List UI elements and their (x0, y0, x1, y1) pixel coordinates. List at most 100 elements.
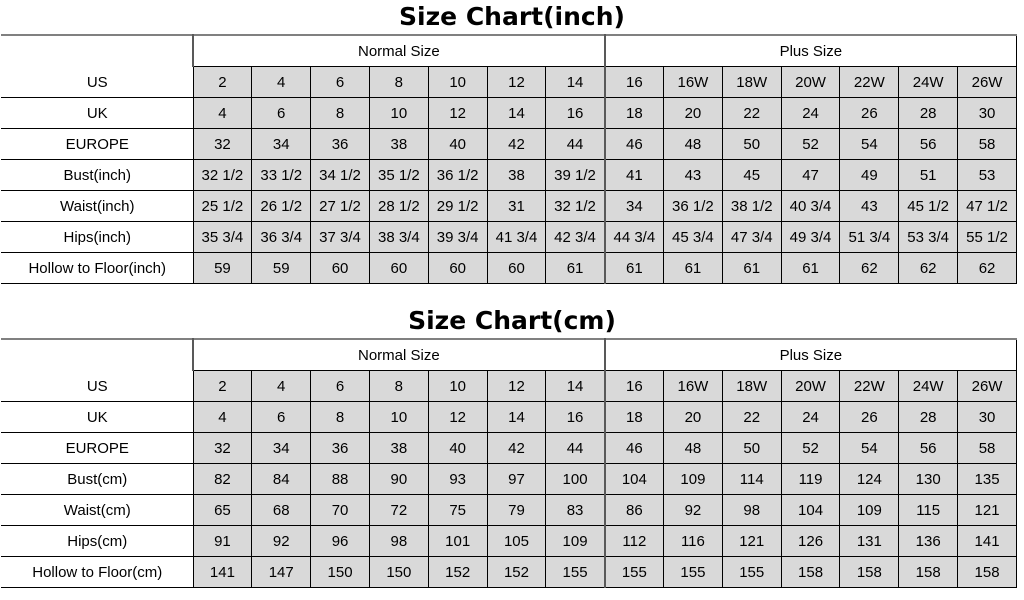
data-cell: 30 (957, 401, 1017, 433)
data-cell: 22W (839, 370, 900, 402)
table-row: UK 4 6 8 10 12 14 16 18 20 22 24 26 28 30 (1, 97, 1017, 129)
data-cell: 147 (251, 556, 312, 588)
data-cell: 24 (780, 401, 841, 433)
data-cell: 92 (251, 525, 312, 557)
data-cell: 115 (898, 494, 959, 526)
data-cell: 18W (721, 66, 782, 98)
data-cell: 10 (368, 401, 429, 433)
data-cell: 55 1/2 (957, 221, 1017, 253)
data-cell: 42 3/4 (545, 221, 606, 253)
row-label: UK (1, 401, 194, 433)
data-cell: 28 (898, 97, 959, 129)
data-cell: 40 3/4 (780, 190, 841, 222)
row-label: US (1, 66, 194, 98)
data-cell: 40 (427, 128, 488, 160)
data-cell: 130 (898, 463, 959, 495)
size-chart-cm-body: Normal Size Plus Size US 2 4 6 8 10 12 14 16 16W 18W… (1, 339, 1017, 588)
data-cell: 4 (251, 370, 312, 402)
data-cell: 47 (780, 159, 841, 191)
data-cell: 141 (957, 525, 1017, 557)
data-cell: 18 (603, 401, 664, 433)
data-cell: 37 3/4 (310, 221, 370, 253)
data-cell: 34 (251, 128, 312, 160)
data-cell: 12 (427, 401, 488, 433)
data-cell: 43 (839, 190, 900, 222)
data-cell: 39 3/4 (427, 221, 488, 253)
data-cell: 44 (545, 128, 606, 160)
table-row: Hollow to Floor(inch) 59 59 60 60 60 60 61 61 61 6… (1, 252, 1017, 284)
data-cell: 112 (603, 525, 664, 557)
data-cell: 25 1/2 (192, 190, 253, 222)
data-cell: 158 (839, 556, 900, 588)
data-cell: 97 (486, 463, 547, 495)
data-cell: 109 (839, 494, 900, 526)
data-cell: 61 (780, 252, 841, 284)
data-cell: 32 1/2 (545, 190, 606, 222)
data-cell: 155 (663, 556, 723, 588)
data-cell: 29 1/2 (427, 190, 488, 222)
data-cell: 20 (663, 97, 723, 129)
data-cell: 48 (663, 432, 723, 464)
data-cell: 8 (368, 370, 429, 402)
data-cell: 35 1/2 (368, 159, 429, 191)
data-cell: 53 (957, 159, 1017, 191)
table-row: Waist(inch) 25 1/2 26 1/2 27 1/2 28 1/2 29 1/… (1, 190, 1017, 222)
table-row: Hollow to Floor(cm) 141 147 150 150 152 152 155… (1, 556, 1017, 588)
data-cell: 109 (663, 463, 723, 495)
size-chart-cm-block: Size Chart(cm) Normal Size Plus Size US 2 4 6… (0, 302, 1024, 588)
data-cell: 20W (780, 370, 841, 402)
data-cell: 6 (310, 370, 370, 402)
row-label: Hips(cm) (1, 525, 194, 557)
data-cell: 86 (603, 494, 664, 526)
data-cell: 32 (192, 432, 253, 464)
data-cell: 50 (721, 432, 782, 464)
data-cell: 16 (603, 66, 664, 98)
data-cell: 49 (839, 159, 900, 191)
data-cell: 60 (427, 252, 488, 284)
data-cell: 34 (603, 190, 664, 222)
data-cell: 59 (251, 252, 312, 284)
data-cell: 36 3/4 (251, 221, 312, 253)
data-cell: 16W (663, 370, 723, 402)
data-cell: 45 1/2 (898, 190, 959, 222)
table-row: Bust(cm) 82 84 88 90 93 97 100 104 109 114 119 124 13… (1, 463, 1017, 495)
data-cell: 70 (310, 494, 370, 526)
group-header-normal-size: Normal Size (192, 339, 606, 371)
data-cell: 34 1/2 (310, 159, 370, 191)
row-label: Hips(inch) (1, 221, 194, 253)
data-cell: 40 (427, 432, 488, 464)
data-cell: 24 (780, 97, 841, 129)
group-header-row: Normal Size Plus Size (1, 339, 1017, 371)
data-cell: 119 (780, 463, 841, 495)
data-cell: 72 (368, 494, 429, 526)
data-cell: 104 (780, 494, 841, 526)
data-cell: 44 (545, 432, 606, 464)
data-cell: 49 3/4 (780, 221, 841, 253)
data-cell: 56 (898, 128, 959, 160)
data-cell: 38 (486, 159, 547, 191)
data-cell: 26W (957, 66, 1017, 98)
size-chart-inch-block: Size Chart(inch) Normal Size Plus Size US 2… (0, 0, 1024, 284)
table-corner-cell (1, 35, 194, 67)
table-row: Hips(inch) 35 3/4 36 3/4 37 3/4 38 3/4 39 3/4… (1, 221, 1017, 253)
data-cell: 41 3/4 (486, 221, 547, 253)
data-cell: 41 (603, 159, 664, 191)
data-cell: 38 (368, 128, 429, 160)
data-cell: 109 (545, 525, 606, 557)
table-corner-cell (1, 339, 194, 371)
data-cell: 2 (192, 66, 253, 98)
data-cell: 61 (721, 252, 782, 284)
data-cell: 14 (545, 66, 606, 98)
data-cell: 126 (780, 525, 841, 557)
data-cell: 96 (310, 525, 370, 557)
table-row: Waist(cm) 65 68 70 72 75 79 83 86 92 98 104 109 115 12… (1, 494, 1017, 526)
data-cell: 53 3/4 (898, 221, 959, 253)
data-cell: 98 (721, 494, 782, 526)
data-cell: 42 (486, 432, 547, 464)
data-cell: 8 (368, 66, 429, 98)
data-cell: 116 (663, 525, 723, 557)
group-header-row: Normal Size Plus Size (1, 35, 1017, 67)
data-cell: 158 (898, 556, 959, 588)
data-cell: 121 (957, 494, 1017, 526)
